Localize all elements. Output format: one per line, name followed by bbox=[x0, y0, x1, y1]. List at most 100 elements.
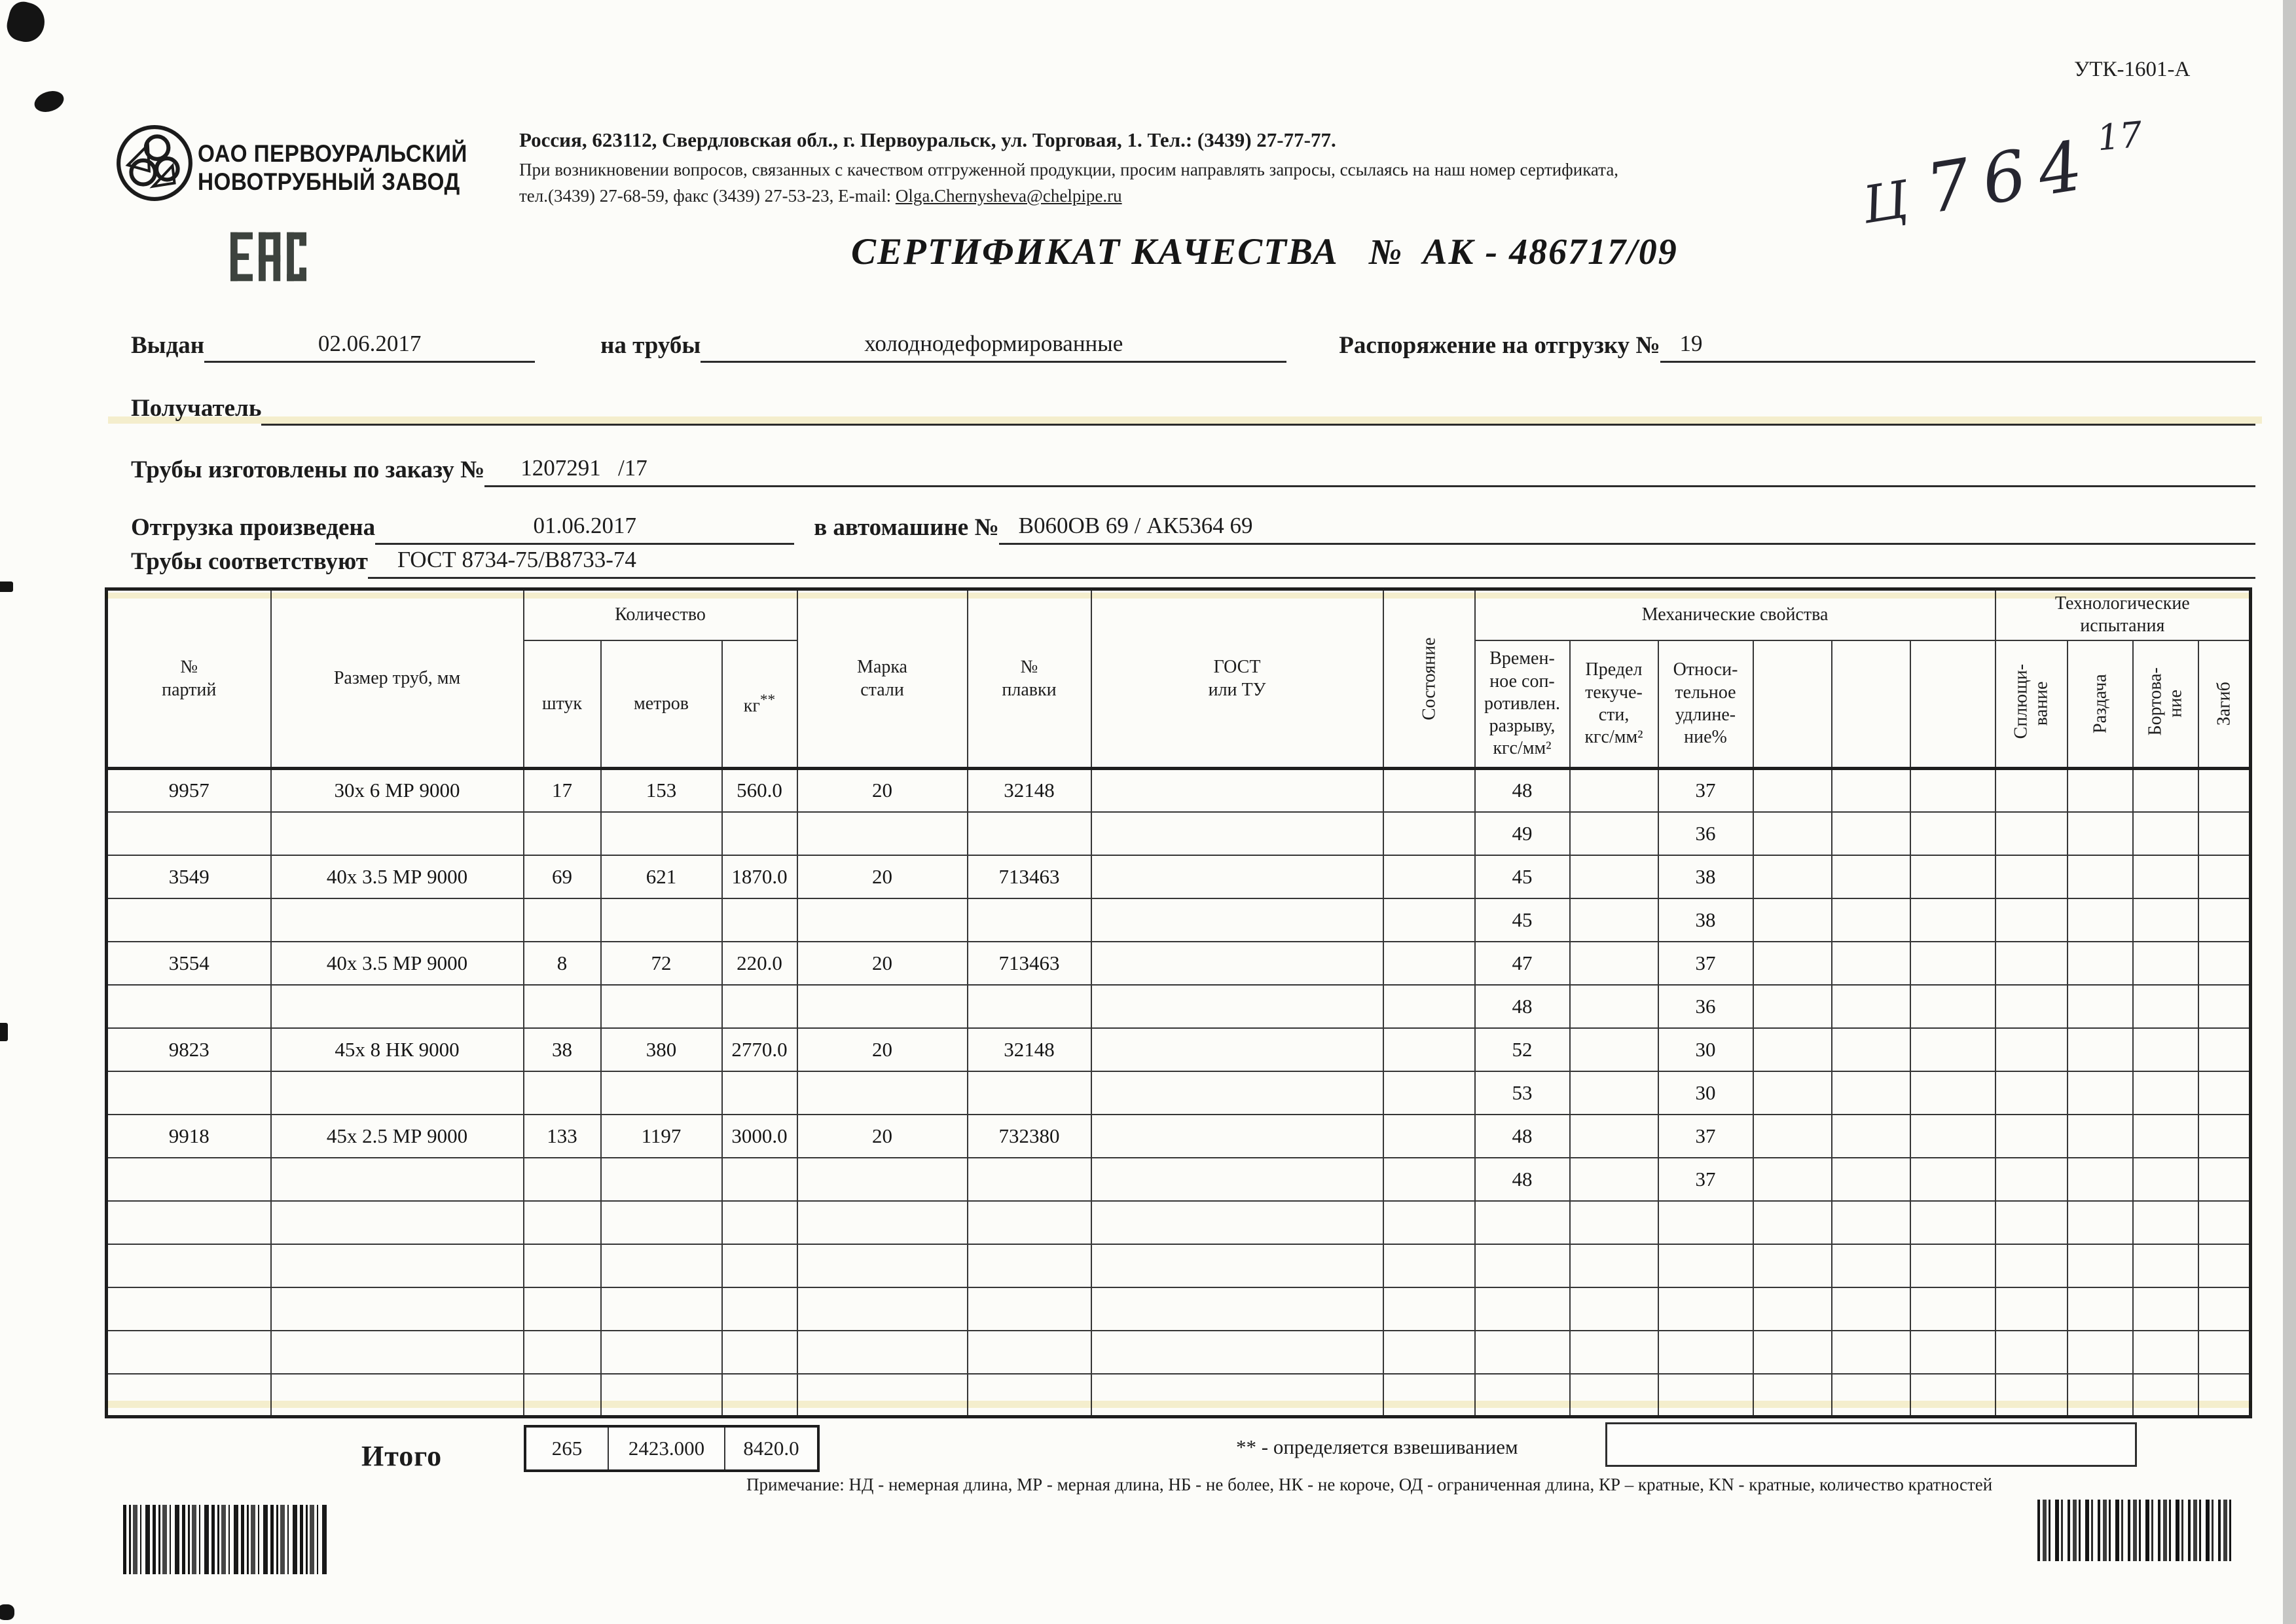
table-cell: 37 bbox=[1657, 1156, 1754, 1202]
table-cell: 52 bbox=[1474, 1027, 1571, 1072]
table-cell bbox=[966, 984, 1092, 1029]
table-cell bbox=[2132, 1286, 2199, 1331]
table-cell bbox=[721, 811, 798, 856]
totals-meters: 2423.000 bbox=[609, 1428, 725, 1469]
table-cell bbox=[2066, 1113, 2134, 1158]
email-link[interactable]: Olga.Chernysheva@chelpipe.ru bbox=[895, 186, 1122, 206]
company-address-block: Россия, 623112, Свердловская обл., г. Пе… bbox=[519, 128, 1986, 206]
table-cell bbox=[1909, 1027, 1996, 1072]
table-cell bbox=[2197, 1373, 2251, 1418]
table-cell bbox=[1752, 1329, 1832, 1375]
table-cell bbox=[1657, 1286, 1754, 1331]
table-cell bbox=[1752, 854, 1832, 899]
table-cell bbox=[1474, 1373, 1571, 1418]
table-cell: 560.0 bbox=[721, 767, 798, 813]
table-cell: 220.0 bbox=[721, 940, 798, 986]
table-row: 53 30 bbox=[105, 1070, 2251, 1115]
table-cell: 2770.0 bbox=[721, 1027, 798, 1072]
table-cell bbox=[522, 1070, 602, 1115]
table-cell bbox=[1090, 811, 1384, 856]
table-cell bbox=[1382, 1286, 1476, 1331]
table-cell bbox=[105, 1373, 272, 1418]
table-cell bbox=[1831, 1113, 1911, 1158]
table-cell bbox=[1752, 984, 1832, 1029]
table-cell: 9918 bbox=[105, 1113, 272, 1158]
table-cell bbox=[1382, 767, 1476, 813]
table-cell bbox=[1752, 1243, 1832, 1288]
table-cell bbox=[270, 1200, 524, 1245]
table-cell bbox=[105, 1156, 272, 1202]
table-cell bbox=[1474, 1200, 1571, 1245]
table-cell bbox=[1474, 1329, 1571, 1375]
table-cell bbox=[1909, 984, 1996, 1029]
table-cell bbox=[1382, 1113, 1476, 1158]
table-cell: 32148 bbox=[966, 1027, 1092, 1072]
table-cell bbox=[1994, 1070, 2068, 1115]
table-cell bbox=[966, 1200, 1092, 1245]
table-cell bbox=[1474, 1243, 1571, 1288]
table-cell bbox=[1382, 897, 1476, 942]
table-cell bbox=[796, 897, 968, 942]
table-cell bbox=[2066, 1329, 2134, 1375]
scan-artifact-blob bbox=[0, 1604, 14, 1620]
totals-kg: 8420.0 bbox=[743, 1437, 799, 1460]
table-cell bbox=[600, 1373, 723, 1418]
col-header-expansion: Раздача bbox=[2066, 639, 2134, 770]
totals-label: Итого bbox=[361, 1440, 443, 1472]
table-cell bbox=[1657, 1329, 1754, 1375]
table-cell: 36 bbox=[1657, 811, 1754, 856]
form-code: УТК-1601-А bbox=[2074, 58, 2191, 81]
table-cell bbox=[270, 1329, 524, 1375]
table-cell bbox=[1831, 1156, 1911, 1202]
table-cell bbox=[721, 1070, 798, 1115]
table-cell bbox=[522, 1286, 602, 1331]
table-cell bbox=[2132, 1027, 2199, 1072]
col-header-flattening: Сплющи- вание bbox=[1994, 639, 2068, 770]
contacts-line: тел.(3439) 27-68-59, факс (3439) 27-53-2… bbox=[519, 186, 1986, 206]
table-cell bbox=[1752, 1113, 1832, 1158]
pipes-type-field: холоднодеформированные bbox=[701, 331, 1287, 363]
table-cell bbox=[1831, 854, 1911, 899]
table-cell bbox=[600, 1156, 723, 1202]
table-cell bbox=[1909, 897, 1996, 942]
table-cell bbox=[2197, 940, 2251, 986]
table-cell bbox=[1090, 1373, 1384, 1418]
table-cell bbox=[2066, 984, 2134, 1029]
handwritten-letter: Ц bbox=[1859, 170, 1916, 236]
col-header-quantity: Количество bbox=[522, 588, 798, 641]
table-cell bbox=[966, 1243, 1092, 1288]
table-cell bbox=[1090, 1070, 1384, 1115]
table-cell bbox=[1090, 897, 1384, 942]
table-cell bbox=[2132, 984, 2199, 1029]
table-cell bbox=[105, 1200, 272, 1245]
table-cell bbox=[1090, 854, 1384, 899]
table-cell bbox=[796, 1329, 968, 1375]
company-logo-icon bbox=[115, 123, 194, 206]
table-cell bbox=[1909, 940, 1996, 986]
table-cell bbox=[721, 1329, 798, 1375]
table-cell bbox=[600, 1286, 723, 1331]
table-cell bbox=[1994, 1113, 2068, 1158]
table-cell bbox=[105, 1243, 272, 1288]
table-cell: 37 bbox=[1657, 767, 1754, 813]
contacts-prefix: тел.(3439) 27-68-59, факс (3439) 27-53-2… bbox=[519, 186, 896, 206]
table-cell bbox=[1569, 1113, 1659, 1158]
standard-label: Трубы соответствуют bbox=[131, 548, 368, 575]
table-cell bbox=[1382, 1329, 1476, 1375]
table-cell: 48 bbox=[1474, 1156, 1571, 1202]
receiver-field bbox=[261, 389, 2255, 426]
table-cell: 48 bbox=[1474, 984, 1571, 1029]
table-cell bbox=[1569, 940, 1659, 986]
table-cell bbox=[1569, 1243, 1659, 1288]
table-cell bbox=[1657, 1373, 1754, 1418]
table-cell bbox=[2132, 1070, 2199, 1115]
table-cell: 69 bbox=[522, 854, 602, 899]
table-cell bbox=[721, 1200, 798, 1245]
table-cell bbox=[1752, 1286, 1832, 1331]
table-cell: 40х 3.5 МР 9000 bbox=[270, 940, 524, 986]
scan-artifact-blob bbox=[3, 0, 49, 46]
table-cell: 32148 bbox=[966, 767, 1092, 813]
table-cell bbox=[966, 897, 1092, 942]
table-cell: 37 bbox=[1657, 1113, 1754, 1158]
table-cell bbox=[796, 1373, 968, 1418]
